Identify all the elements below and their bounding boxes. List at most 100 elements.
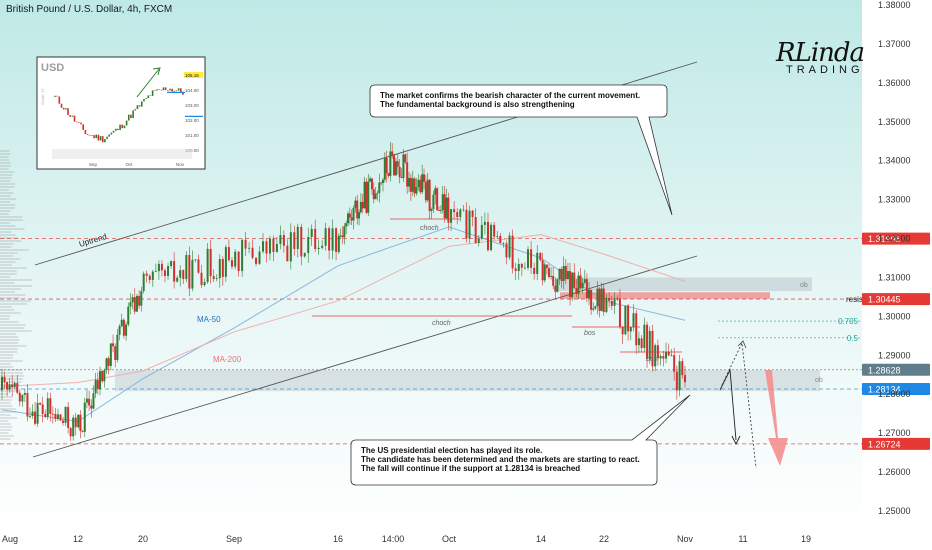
candle-body — [678, 361, 681, 391]
candle-body — [523, 267, 526, 269]
candle-body — [592, 308, 595, 310]
candle-body — [74, 417, 77, 428]
projection-arrowhead — [731, 435, 741, 446]
candle-body — [317, 247, 320, 249]
volume-profile-bar — [0, 372, 23, 374]
bearish-arrow — [765, 370, 788, 466]
volume-profile-bar — [0, 258, 21, 260]
volume-profile-bar — [0, 396, 13, 398]
candle-body — [441, 194, 444, 211]
inset-side-label: Scale: 17 — [40, 88, 45, 105]
inset-candle — [147, 95, 150, 99]
volume-profile-bar — [0, 231, 12, 233]
candle-body — [590, 289, 593, 310]
candle-body — [434, 188, 437, 195]
candle-body — [1, 376, 3, 391]
candle-body — [268, 238, 271, 254]
candle-body — [393, 155, 396, 176]
candle-body — [616, 298, 619, 300]
inset-candle — [164, 87, 167, 91]
volume-profile-bar — [0, 336, 19, 338]
candle-body — [59, 414, 62, 421]
candle-body — [335, 228, 338, 252]
candle-body — [474, 217, 477, 243]
y-tick-label: 1.31000 — [878, 272, 911, 282]
volume-profile-bar — [0, 351, 18, 353]
fib-label: 0.5 — [847, 334, 859, 343]
candle-body — [613, 298, 616, 306]
candle-body — [293, 232, 296, 249]
candle-body — [409, 177, 412, 192]
candle-body — [170, 261, 173, 267]
volume-profile-bar — [0, 198, 17, 200]
volume-profile-bar — [0, 324, 26, 326]
inset-candle — [75, 121, 78, 123]
bottom-callout-line: The US presidential election has played … — [361, 446, 543, 455]
candle-body — [480, 224, 483, 239]
volume-profile-bar — [0, 360, 23, 362]
candle-body — [566, 271, 569, 280]
volume-profile-bar — [0, 159, 10, 161]
candle-body — [387, 173, 390, 176]
inset-candle — [151, 90, 154, 96]
volume-profile-bar — [0, 339, 20, 341]
volume-profile-bar — [0, 333, 16, 335]
candle-body — [133, 297, 136, 312]
candle-body — [629, 327, 632, 332]
inset-candle — [91, 135, 93, 136]
candle-body — [376, 192, 379, 194]
candle-body — [618, 298, 621, 328]
candle-body — [569, 271, 572, 298]
candle-body — [514, 268, 517, 271]
candle-body — [493, 224, 496, 237]
candle-body — [328, 228, 331, 251]
volume-profile-bar — [0, 237, 19, 239]
inset-candle — [119, 124, 121, 131]
inset-candle — [149, 95, 152, 97]
candle-body — [415, 187, 418, 194]
inset-price-tick: 103.00 — [185, 103, 199, 108]
candle-body — [77, 414, 80, 428]
volume-profile-bar — [0, 249, 29, 251]
volume-profile-bar — [0, 438, 11, 440]
choch-label: choch — [432, 320, 451, 327]
inset-candle — [175, 90, 178, 92]
candle-body — [176, 277, 179, 282]
candle-body — [670, 355, 673, 356]
candle-body — [356, 200, 359, 219]
candle-body — [486, 221, 489, 251]
volume-profile-bar — [0, 327, 25, 329]
candle-body — [610, 300, 613, 306]
candle-body — [571, 272, 574, 298]
candle-body — [575, 288, 578, 294]
candle-body — [477, 238, 480, 243]
candle-body — [354, 200, 357, 209]
candle-body — [94, 379, 97, 394]
volume-profile-bar — [0, 207, 15, 209]
candle-body — [602, 288, 605, 312]
candle-body — [321, 245, 324, 248]
candle-body — [552, 275, 555, 286]
candle-body — [265, 241, 268, 254]
candle-body — [419, 179, 422, 193]
levels-layer: eq1.31998resistance1.304451.28628-poi1.2… — [0, 232, 930, 450]
candle-body — [255, 257, 258, 264]
candle-body — [163, 270, 166, 276]
candle-body — [450, 209, 453, 223]
inset-candle — [80, 122, 82, 125]
inset-candle — [62, 107, 65, 110]
candle-body — [541, 260, 544, 281]
inset-candle — [112, 130, 115, 133]
inset-candle — [123, 125, 126, 129]
candle-body — [296, 226, 299, 249]
inset-candle — [136, 105, 139, 110]
volume-profile-bar — [0, 228, 25, 230]
candle-body — [122, 319, 125, 336]
volume-profile-bar — [0, 363, 11, 365]
volume-profile-bar — [0, 402, 11, 404]
candle-body — [324, 228, 327, 246]
candle-body — [530, 249, 533, 268]
candle-body — [651, 330, 654, 367]
